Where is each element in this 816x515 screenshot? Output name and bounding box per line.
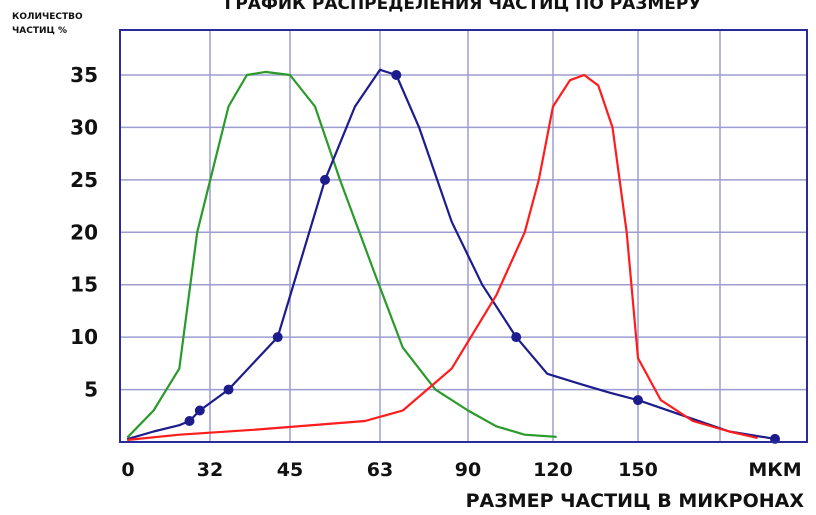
series-line-blue (126, 68, 777, 440)
y-axis-label-line-1: КОЛИЧЕСТВО (12, 12, 83, 22)
x-tick-label: 150 (618, 459, 658, 481)
series-group (126, 68, 777, 441)
x-tick-label: 90 (455, 459, 481, 481)
grid (120, 30, 807, 442)
x-tick-label: 120 (533, 459, 573, 481)
x-tick-labels: 0 32 45 63 90 120 150 (121, 459, 657, 481)
x-tick-label: 32 (197, 459, 223, 481)
data-point-marker (391, 70, 402, 80)
series-line-red (126, 73, 758, 441)
y-axis-label-line-2: ЧАСТИЦ % (12, 26, 67, 36)
data-point-marker (184, 416, 195, 426)
data-point-marker (223, 384, 234, 395)
data-point-marker (511, 332, 522, 343)
y-tick-label: 20 (70, 220, 98, 244)
x-tick-label: 45 (277, 459, 303, 481)
y-tick-label: 30 (70, 115, 98, 139)
y-tick-label: 35 (70, 63, 98, 87)
y-tick-label: 10 (70, 325, 98, 349)
x-tick-label: 0 (121, 459, 134, 481)
chart-title: ГРАФИК РАСПРЕДЕЛЕНИЯ ЧАСТИЦ ПО РАЗМЕРУ (225, 0, 702, 14)
y-tick-labels: 5 10 15 20 25 30 35 (70, 63, 98, 402)
data-point-marker (320, 174, 330, 185)
plot-frame (119, 29, 808, 443)
marker-group (184, 70, 780, 444)
data-point-marker (633, 395, 643, 406)
data-point-marker (272, 332, 283, 343)
data-point-marker (194, 405, 205, 416)
y-tick-label: 25 (70, 168, 98, 192)
y-tick-label: 15 (70, 273, 98, 297)
series-line-green (126, 70, 557, 438)
x-tick-label: 63 (367, 459, 393, 481)
y-tick-label: 5 (84, 378, 98, 402)
x-axis-label: РАЗМЕР ЧАСТИЦ В МИКРОНАХ (466, 490, 805, 512)
x-unit-label: МКМ (748, 459, 801, 481)
